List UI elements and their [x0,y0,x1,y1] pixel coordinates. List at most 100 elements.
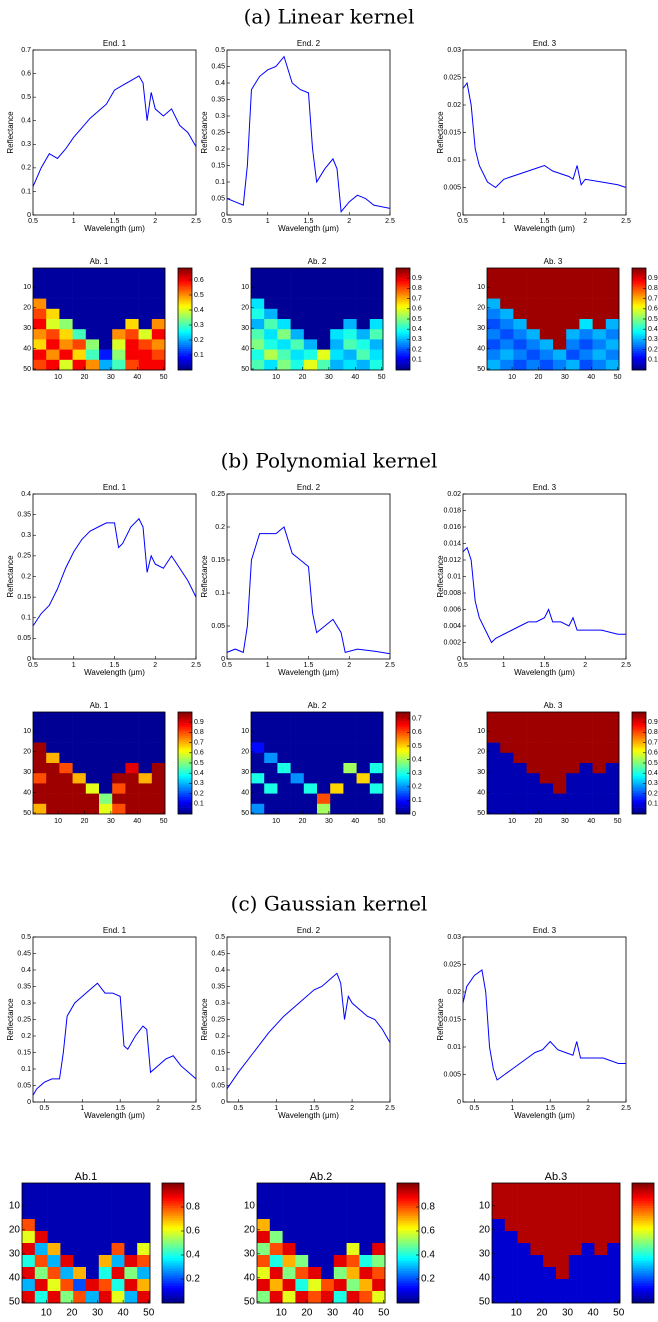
abundance-cell [579,329,593,340]
x-tick-label: 30 [561,374,569,381]
x-tick-label: 2 [347,662,351,669]
plot-title: End. 2 [297,483,321,492]
abundance-cell [556,1291,570,1304]
abundance-cell [111,1291,125,1304]
abundance-cell [303,722,318,733]
abundance-cell [46,712,60,723]
abundance-cell [99,722,113,733]
abundance-cell [72,732,87,743]
abundance-cell [330,742,344,754]
abundance-cell [282,1219,296,1232]
colorbar-tick-label: 0.1 [194,352,204,359]
abundance-cell [492,1291,506,1304]
colorbar-strip [178,348,192,352]
colorbar-strip [632,743,646,747]
x-tick-label: 2 [583,662,587,669]
y-tick-label: 0 [221,1099,225,1106]
abundance-cell [317,722,331,733]
abundance-cell [290,773,305,784]
abundance-cell [251,288,265,299]
colorbar-strip [396,803,410,806]
abundance-cell [151,793,166,805]
colorbar-strip [162,1265,184,1269]
abundance-cell [72,803,87,815]
abundance-cell [556,1267,570,1280]
abundance-cell [513,793,527,805]
abundance-cell [269,1207,283,1220]
abundance-cell [251,349,265,361]
abundance-cell [607,1267,621,1280]
abundance-cell [295,1267,309,1280]
abundance-cell [539,359,554,371]
colorbar-strip [178,297,192,301]
colorbar-tick-label: 0.3 [194,780,204,787]
abundance-cell [330,278,344,289]
abundance-cell [125,803,139,815]
colorbar-strip [632,1210,654,1214]
y-tick-label: 0.1 [215,590,225,597]
colorbar-strip [162,1300,184,1304]
y-tick-label: 0.002 [443,639,461,646]
y-tick-label: 20 [9,1224,21,1235]
abundance-cell [85,763,100,774]
abundance-cell [317,732,331,743]
colorbar-strip [178,799,192,802]
y-tick-label: 0.05 [17,1082,31,1089]
x-tick-label: 10 [276,1308,288,1319]
abundance-cell [85,783,100,794]
colorbar-tick-label: 0.4 [194,770,204,777]
plot-frame [462,936,627,1103]
abundance-cell [138,793,153,805]
abundance-cell [33,278,47,289]
x-tick-label: 1 [266,662,270,669]
abundance-cell [34,1183,48,1196]
abundance-cell [264,722,278,733]
abundance-cell [346,1183,360,1196]
abundance-cell [277,793,291,805]
x-tick-label: 1.5 [545,1105,555,1112]
y-tick-label: 0 [27,1099,31,1106]
x-tick-label: 10 [54,818,62,825]
abundance-cell [513,278,527,289]
abundance-cell [492,1207,506,1220]
abundance-cell [500,803,514,815]
abundance-cell [317,308,331,320]
abundance-cell [487,278,501,289]
colorbar-strip [397,1245,419,1249]
abundance-cell [277,298,291,310]
x-tick-label: 1 [502,218,506,225]
y-axis-label: Reflectance [200,111,209,154]
y-tick-label: 50 [244,1296,256,1307]
abundance-cell [539,298,554,310]
abundance-cell [343,349,357,361]
abundance-cell [308,1243,322,1256]
abundance-cell [321,1267,335,1280]
abundance-cell [343,319,357,330]
colorbar-strip [396,758,410,762]
abundance-cell [566,773,580,784]
abundance-cell [566,308,580,320]
abundance-cell [543,1207,557,1220]
abundance-cell [317,803,331,815]
abundance-cell [530,1279,544,1292]
abundance-cell [500,339,514,350]
x-tick-label: 30 [107,818,115,825]
colorbar-strip [396,338,410,341]
abundance-cell [487,773,501,784]
abundance-cell [487,722,501,733]
abundance-cell [553,793,567,805]
abundance-cell [277,752,291,764]
colorbar-strip [397,1188,419,1191]
abundance-cell [579,793,593,805]
x-tick-label: 1.5 [115,1105,125,1112]
plot-frame [32,493,197,660]
abundance-cell [346,1243,360,1256]
abundance-cell [46,329,60,340]
colorbar-strip [632,316,646,320]
colorbar-strip [178,282,192,286]
colorbar-strip [396,794,410,798]
colorbar-strip [396,355,410,358]
colorbar-strip [162,1205,184,1209]
colorbar-strip [396,310,410,313]
abundance-cell [592,773,607,784]
